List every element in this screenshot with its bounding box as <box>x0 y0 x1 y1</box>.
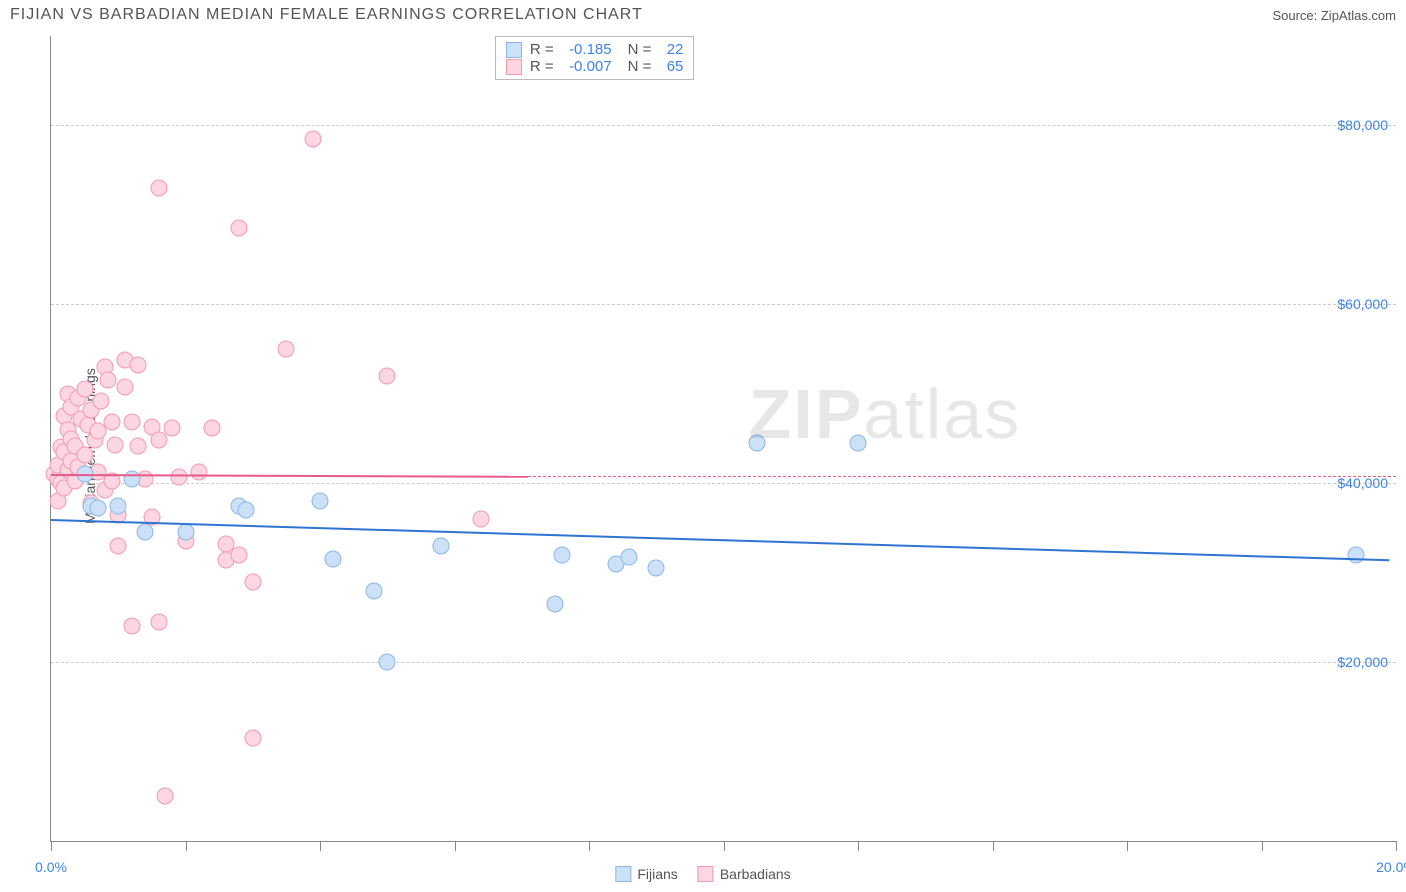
r-label: R = <box>530 41 554 58</box>
y-tick-label: $60,000 <box>1337 296 1388 312</box>
barbadians-marker <box>157 788 174 805</box>
legend-label: Barbadians <box>720 866 791 882</box>
gridline <box>51 304 1396 305</box>
x-tick <box>858 841 859 851</box>
gridline <box>51 662 1396 663</box>
fijians-trendline <box>51 519 1389 561</box>
fijians-marker <box>433 537 450 554</box>
n-value: 22 <box>659 41 683 58</box>
fijians-marker <box>312 493 329 510</box>
y-tick-label: $80,000 <box>1337 117 1388 133</box>
legend: Fijians Barbadians <box>615 866 790 882</box>
barbadians-legend-swatch <box>698 866 714 882</box>
x-tick <box>1127 841 1128 851</box>
legend-item-barbadians: Barbadians <box>698 866 791 882</box>
y-tick-label: $20,000 <box>1337 654 1388 670</box>
barbadians-swatch <box>506 59 522 75</box>
barbadians-marker <box>190 464 207 481</box>
barbadians-marker <box>473 511 490 528</box>
source-attribution: Source: ZipAtlas.com <box>1272 8 1396 23</box>
fijians-marker <box>749 434 766 451</box>
barbadians-marker <box>164 419 181 436</box>
barbadians-marker <box>116 378 133 395</box>
barbadians-marker <box>278 341 295 358</box>
barbadians-marker <box>244 730 261 747</box>
barbadians-marker <box>103 414 120 431</box>
barbadians-marker <box>130 357 147 374</box>
barbadians-trendline-dash <box>528 476 1396 477</box>
gridline <box>51 125 1396 126</box>
barbadians-marker <box>170 468 187 485</box>
barbadians-marker <box>76 446 93 463</box>
r-value: -0.007 <box>562 58 612 75</box>
n-label: N = <box>628 58 652 75</box>
barbadians-marker <box>231 220 248 237</box>
x-tick <box>51 841 52 851</box>
fijians-marker <box>365 582 382 599</box>
fijians-marker <box>325 551 342 568</box>
fijians-marker <box>621 548 638 565</box>
fijians-marker <box>90 500 107 517</box>
x-tick <box>1262 841 1263 851</box>
gridline <box>51 483 1396 484</box>
barbadians-marker <box>244 573 261 590</box>
barbadians-marker <box>150 180 167 197</box>
legend-label: Fijians <box>637 866 677 882</box>
stats-row-barbadians: R = -0.007 N = 65 <box>506 58 684 75</box>
fijians-marker <box>850 434 867 451</box>
chart-title: FIJIAN VS BARBADIAN MEDIAN FEMALE EARNIN… <box>10 6 643 24</box>
legend-item-fijians: Fijians <box>615 866 677 882</box>
fijians-marker <box>379 654 396 671</box>
barbadians-marker <box>379 367 396 384</box>
x-tick <box>320 841 321 851</box>
stats-row-fijians: R = -0.185 N = 22 <box>506 41 684 58</box>
r-value: -0.185 <box>562 41 612 58</box>
barbadians-marker <box>150 613 167 630</box>
barbadians-marker <box>305 130 322 147</box>
barbadians-marker <box>123 414 140 431</box>
source-link[interactable]: ZipAtlas.com <box>1321 8 1396 23</box>
stats-legend-box: R = -0.185 N = 22 R = -0.007 N = 65 <box>495 36 695 80</box>
x-tick-label: 0.0% <box>35 859 67 875</box>
x-tick <box>1396 841 1397 851</box>
fijians-marker <box>547 595 564 612</box>
fijians-marker <box>123 470 140 487</box>
fijians-marker <box>137 524 154 541</box>
fijians-swatch <box>506 42 522 58</box>
fijians-marker <box>177 524 194 541</box>
barbadians-marker <box>106 436 123 453</box>
fijians-marker <box>238 502 255 519</box>
fijians-marker <box>110 497 127 514</box>
x-tick <box>186 841 187 851</box>
barbadians-marker <box>130 437 147 454</box>
barbadians-marker <box>231 546 248 563</box>
fijians-marker <box>1347 546 1364 563</box>
x-tick <box>455 841 456 851</box>
fijians-legend-swatch <box>615 866 631 882</box>
watermark: ZIPatlas <box>749 374 1022 454</box>
fijians-marker <box>554 546 571 563</box>
n-value: 65 <box>659 58 683 75</box>
r-label: R = <box>530 58 554 75</box>
barbadians-marker <box>76 381 93 398</box>
x-tick <box>589 841 590 851</box>
fijians-marker <box>648 560 665 577</box>
barbadians-marker <box>123 618 140 635</box>
x-tick <box>993 841 994 851</box>
y-tick-label: $40,000 <box>1337 475 1388 491</box>
barbadians-marker <box>150 432 167 449</box>
n-label: N = <box>628 41 652 58</box>
barbadians-marker <box>110 537 127 554</box>
chart-plot-area: ZIPatlas $20,000$40,000$60,000$80,0000.0… <box>50 36 1396 842</box>
barbadians-marker <box>93 392 110 409</box>
barbadians-marker <box>100 372 117 389</box>
x-tick-label: 20.0% <box>1376 859 1406 875</box>
barbadians-marker <box>204 419 221 436</box>
x-tick <box>724 841 725 851</box>
